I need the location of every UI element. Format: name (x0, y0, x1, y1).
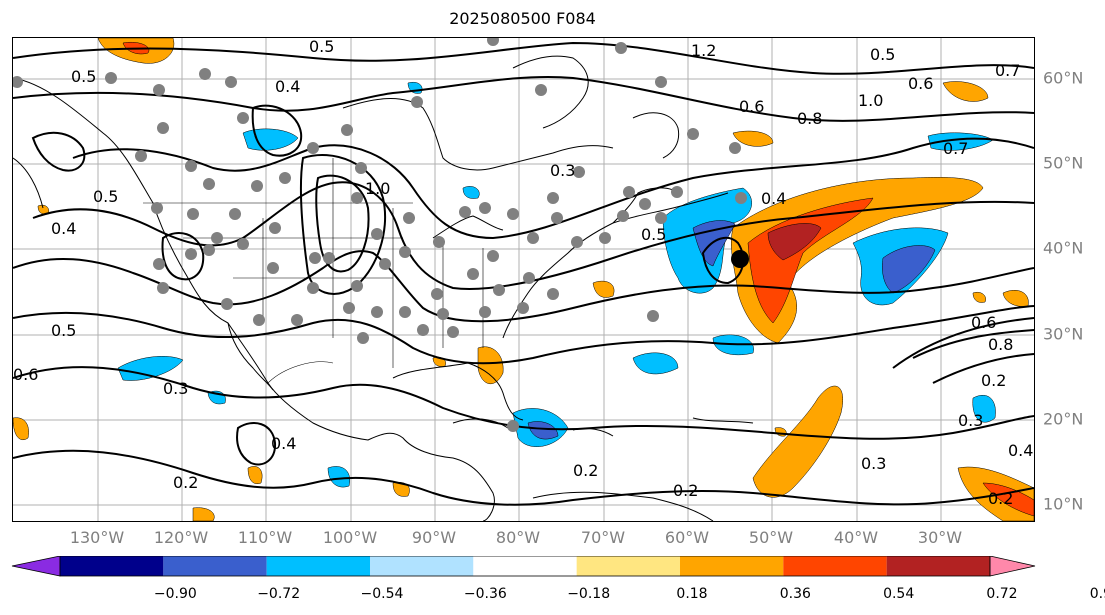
longitude-label: 90°W (411, 528, 457, 547)
contour-lines (13, 41, 1034, 506)
contour-label: 0.2 (573, 461, 598, 480)
contour-label: 0.4 (275, 77, 300, 96)
longitude-label: 50°W (748, 528, 794, 547)
contour-label: 0.6 (739, 97, 764, 116)
longitude-label: 130°W (69, 528, 125, 547)
contour-label: 0.5 (93, 187, 118, 206)
latitude-label: 10°N (1043, 494, 1084, 514)
colorbar-tick-label: −0.72 (257, 586, 301, 602)
latitude-label: 30°N (1043, 324, 1084, 344)
colorbar-tick-label: 0.90 (1089, 586, 1105, 602)
longitude-label: 30°W (917, 528, 963, 547)
contour-label: 1.0 (365, 179, 390, 198)
colorbar-tick-label: −0.90 (153, 586, 197, 602)
longitude-label: 100°W (322, 528, 378, 547)
contour-label: 0.2 (988, 489, 1013, 508)
contour-label: 0.4 (761, 189, 786, 208)
colorbar-tick-label: 0.72 (986, 586, 1018, 602)
contour-label: 0.4 (51, 219, 76, 238)
contour-label: 0.8 (797, 109, 822, 128)
latitude-label: 20°N (1043, 409, 1084, 429)
borders (143, 158, 484, 384)
longitude-label: 120°W (153, 528, 209, 547)
positive-anomaly-shading (13, 38, 1034, 521)
colorbar-tick-label: 0.18 (676, 586, 708, 602)
colorbar-swatch (886, 556, 990, 576)
colorbar-tick-label: 0.54 (883, 586, 915, 602)
contour-label: 0.2 (173, 473, 198, 492)
contour-label: 1.2 (691, 41, 716, 60)
longitude-label: 110°W (237, 528, 293, 547)
colorbar-tick-label: −0.36 (463, 586, 507, 602)
contour-label: 0.6 (908, 74, 933, 93)
forecast-map: 0.5 1.2 0.5 0.7 0.5 0.4 0.6 1.0 0.6 0.8 0.7 0.3 1.0 0… (12, 37, 1035, 522)
colorbar-swatch (163, 556, 267, 576)
colorbar-tick-label: −0.18 (567, 586, 611, 602)
contour-label: 0.3 (958, 411, 983, 430)
contour-label: 0.5 (71, 67, 96, 86)
colorbar-swatch (60, 556, 164, 576)
longitude-label: 60°W (664, 528, 710, 547)
colorbar-min-arrow (11, 556, 61, 577)
colorbar-tick-label: 0.36 (779, 586, 811, 602)
colorbar-swatch (576, 556, 680, 576)
contour-label: 0.5 (309, 38, 334, 56)
contour-label: 0.6 (971, 313, 996, 332)
latitude-label: 50°N (1043, 153, 1084, 173)
contour-labels: 0.5 1.2 0.5 0.7 0.5 0.4 0.6 1.0 0.6 0.8 0.7 0.3 1.0 0… (13, 38, 1033, 508)
contour-label: 0.7 (943, 139, 968, 158)
colorbar-swatch (370, 556, 474, 576)
contour-label: 0.7 (995, 61, 1020, 80)
contour-label: 0.5 (870, 45, 895, 64)
negative-anomaly-shading (117, 82, 996, 488)
contour-label: 0.3 (550, 161, 575, 180)
station-dots (13, 38, 747, 432)
colorbar-swatch (473, 556, 577, 576)
contour-label: 0.5 (641, 225, 666, 244)
contour-label: 0.8 (988, 335, 1013, 354)
storm-center-marker (731, 250, 749, 268)
longitude-label: 40°W (833, 528, 879, 547)
longitude-label: 70°W (580, 528, 626, 547)
contour-label: 0.2 (981, 371, 1006, 390)
map-title: 2025080500 F084 (449, 9, 596, 28)
contour-label: 0.4 (1008, 441, 1033, 460)
colorbar (11, 556, 1036, 577)
contour-label: 0.6 (13, 365, 38, 384)
colorbar-tick-label: −0.54 (360, 586, 404, 602)
contour-label: 0.3 (861, 454, 886, 473)
coastlines (13, 55, 754, 521)
longitude-label: 80°W (495, 528, 541, 547)
contour-label: 0.3 (163, 379, 188, 398)
colorbar-max-arrow (989, 556, 1036, 577)
contour-label: 0.2 (673, 481, 698, 500)
contour-label: 1.0 (858, 91, 883, 110)
colorbar-swatch (266, 556, 370, 576)
colorbar-swatch (783, 556, 887, 576)
latitude-label: 40°N (1043, 238, 1084, 258)
colorbar-swatch (680, 556, 784, 576)
contour-label: 0.4 (271, 434, 296, 453)
contour-label: 0.5 (51, 321, 76, 340)
map-canvas: 0.5 1.2 0.5 0.7 0.5 0.4 0.6 1.0 0.6 0.8 0.7 0.3 1.0 0… (13, 38, 1034, 521)
latitude-label: 60°N (1043, 68, 1084, 88)
